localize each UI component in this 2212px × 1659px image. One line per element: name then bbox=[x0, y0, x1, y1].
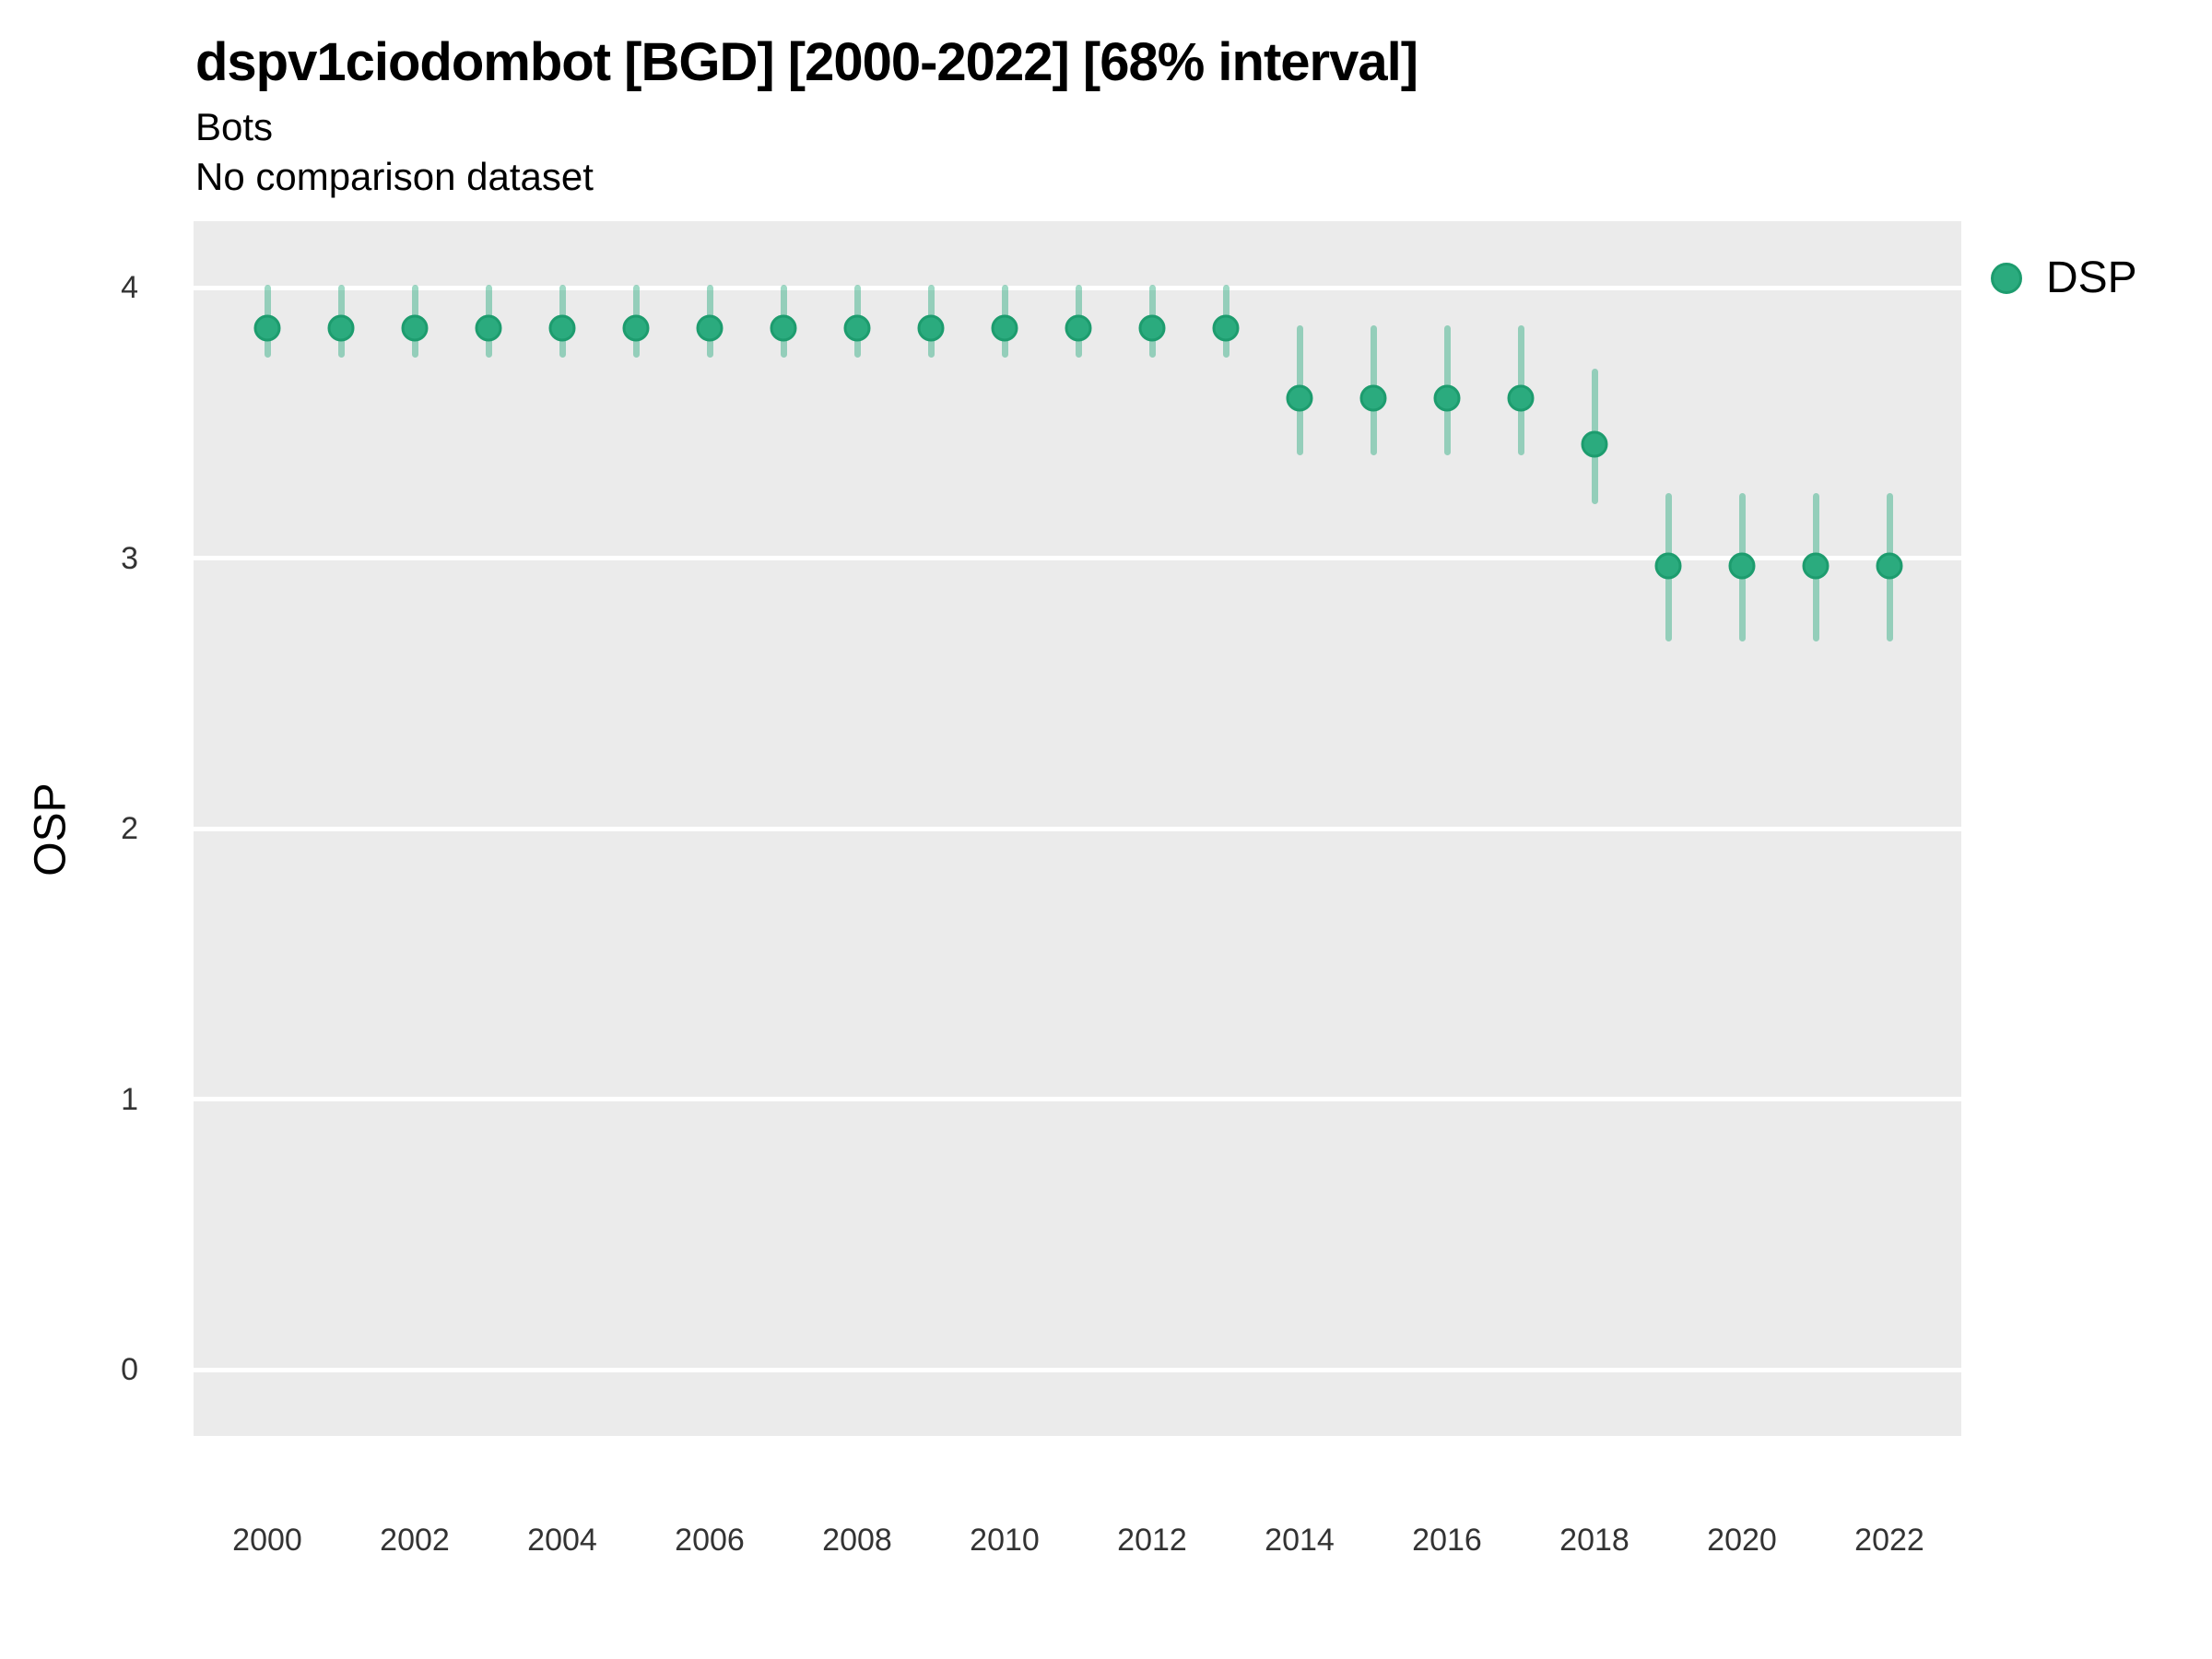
x-tick-label: 2008 bbox=[822, 1523, 892, 1558]
gridline bbox=[194, 1367, 1961, 1372]
data-point bbox=[1728, 552, 1756, 580]
legend-dot-icon bbox=[1991, 262, 2022, 294]
legend-label: DSP bbox=[2046, 253, 2137, 302]
x-tick-label: 2014 bbox=[1265, 1523, 1335, 1558]
data-point bbox=[1802, 552, 1830, 580]
data-point bbox=[1138, 314, 1166, 342]
data-point bbox=[401, 314, 429, 342]
data-point bbox=[991, 314, 1018, 342]
x-tick-label: 2002 bbox=[380, 1523, 450, 1558]
chart-title: dspv1ciodombot [BGD] [2000-2022] [68% in… bbox=[195, 32, 1418, 92]
x-tick-label: 2004 bbox=[527, 1523, 597, 1558]
data-point bbox=[770, 314, 797, 342]
plot-panel bbox=[194, 221, 1961, 1436]
data-point bbox=[917, 314, 945, 342]
y-tick-label: 3 bbox=[121, 540, 138, 576]
y-tick-label: 2 bbox=[121, 811, 138, 846]
data-point bbox=[1212, 314, 1240, 342]
data-point bbox=[548, 314, 576, 342]
y-tick-label: 0 bbox=[121, 1352, 138, 1387]
gridline bbox=[194, 826, 1961, 831]
x-tick-label: 2006 bbox=[675, 1523, 745, 1558]
x-tick-label: 2010 bbox=[970, 1523, 1040, 1558]
data-point bbox=[327, 314, 355, 342]
data-point bbox=[253, 314, 281, 342]
x-tick-label: 2012 bbox=[1117, 1523, 1187, 1558]
y-tick-label: 4 bbox=[121, 270, 138, 305]
gridline bbox=[194, 285, 1961, 290]
chart-subtitle: Bots bbox=[195, 105, 274, 148]
x-tick-label: 2022 bbox=[1854, 1523, 1924, 1558]
comparison-note: No comparison dataset bbox=[195, 155, 594, 198]
data-point bbox=[475, 314, 502, 342]
gridline bbox=[194, 556, 1961, 560]
data-point bbox=[1654, 552, 1682, 580]
data-point bbox=[622, 314, 650, 342]
x-tick-label: 2000 bbox=[232, 1523, 302, 1558]
legend: DSP bbox=[1991, 253, 2137, 303]
data-point bbox=[696, 314, 724, 342]
data-point bbox=[1876, 552, 1903, 580]
y-tick-label: 1 bbox=[121, 1081, 138, 1117]
x-tick-label: 2020 bbox=[1707, 1523, 1777, 1558]
data-point bbox=[1433, 384, 1461, 412]
data-point bbox=[1286, 384, 1313, 412]
x-tick-label: 2016 bbox=[1412, 1523, 1482, 1558]
data-point bbox=[843, 314, 871, 342]
data-point bbox=[1065, 314, 1092, 342]
data-point bbox=[1581, 430, 1608, 458]
gridline bbox=[194, 1097, 1961, 1101]
data-point bbox=[1507, 384, 1535, 412]
data-point bbox=[1359, 384, 1387, 412]
x-tick-label: 2018 bbox=[1559, 1523, 1630, 1558]
